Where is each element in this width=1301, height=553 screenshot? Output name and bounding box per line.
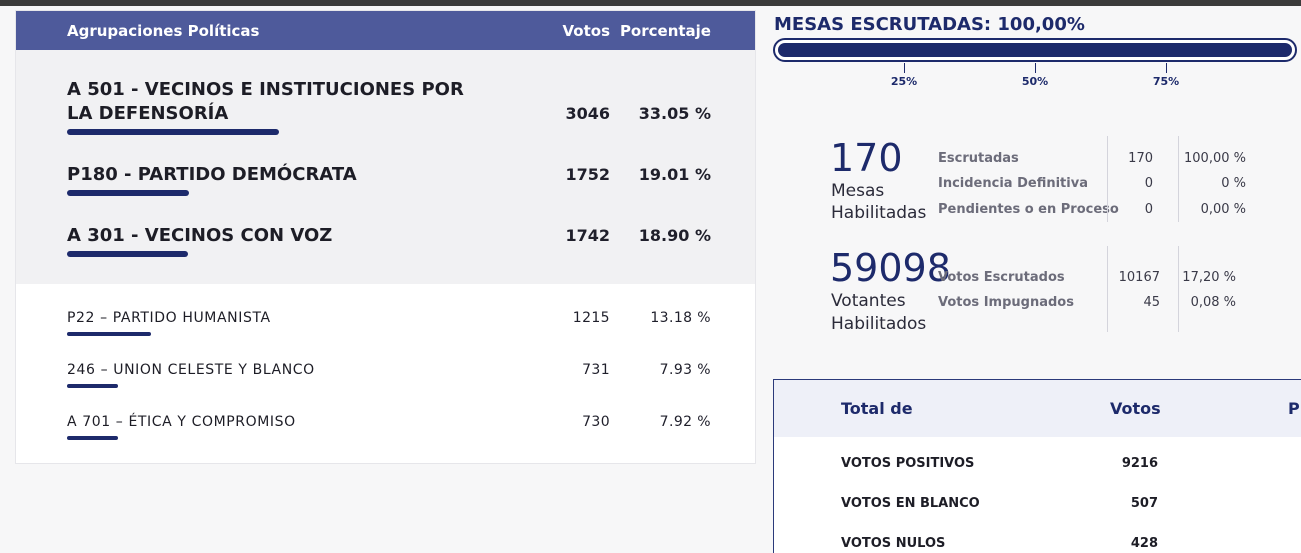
stat-value: 10167: [1118, 270, 1160, 285]
stat-value: 0: [1144, 202, 1153, 217]
party-share-bar: [67, 251, 188, 257]
party-name: A 701 – ÉTICA Y COMPROMISO: [67, 414, 296, 430]
totals-table: Total de Votos P VOTOS POSITIVOS 9216 VO…: [773, 379, 1301, 553]
mesas-caption: Habilitadas: [831, 203, 927, 223]
stat-percent: 0,00 %: [1200, 202, 1246, 217]
header-percent: Porcentaje: [619, 22, 711, 40]
totals-row-votes: 428: [1130, 536, 1158, 551]
stat-percent: 0 %: [1221, 176, 1246, 191]
stat-label: Votos Escrutados: [938, 270, 1065, 285]
party-votes: 730: [582, 414, 610, 430]
stat-label: Incidencia Definitiva: [938, 176, 1088, 191]
party-name: P180 - PARTIDO DEMÓCRATA: [67, 164, 357, 185]
totals-row-name: VOTOS EN BLANCO: [841, 496, 980, 511]
header-votes: Votos: [562, 22, 611, 40]
party-percent: 7.92 %: [659, 414, 711, 430]
party-percent: 33.05 %: [638, 104, 711, 123]
stat-value: 0: [1144, 176, 1153, 191]
divider: [1178, 246, 1179, 332]
party-percent: 7.93 %: [659, 362, 711, 378]
progress-tick-label: 50%: [1021, 75, 1049, 88]
party-share-bar: [67, 129, 279, 135]
party-name: P22 – PARTIDO HUMANISTA: [67, 310, 271, 326]
totals-header-total: Total de: [841, 399, 913, 418]
results-header: Agrupaciones Políticas Votos Porcentaje: [16, 11, 755, 50]
totals-row-name: VOTOS NULOS: [841, 536, 946, 551]
votantes-caption: Votantes: [831, 291, 906, 311]
mesas-progress-bar: [773, 38, 1297, 62]
party-share-bar: [67, 384, 118, 388]
totals-header: Total de Votos P: [774, 380, 1301, 437]
header-party: Agrupaciones Políticas: [67, 22, 260, 40]
stat-value: 170: [1128, 151, 1153, 166]
progress-tick-label: 25%: [890, 75, 918, 88]
totals-header-percent: P: [1288, 399, 1300, 418]
mesas-escrutadas-title: MESAS ESCRUTADAS: 100,00%: [774, 14, 1085, 35]
top-bar: [0, 0, 1301, 6]
party-share-bar: [67, 190, 189, 196]
party-share-bar: [67, 332, 151, 336]
totals-header-votes: Votos: [1110, 399, 1161, 418]
party-name: A 501 - VECINOS E INSTITUCIONES POR LA D…: [67, 79, 464, 124]
results-panel: Agrupaciones Políticas Votos Porcentaje …: [16, 11, 755, 463]
mesas-progress-fill: [778, 43, 1292, 57]
party-votes: 1752: [565, 165, 610, 184]
votantes-habilitados-number: 59098: [830, 246, 951, 290]
stat-percent: 17,20 %: [1182, 270, 1236, 285]
progress-tick: 75%: [1146, 63, 1186, 88]
stat-percent: 100,00 %: [1184, 151, 1246, 166]
totals-row-votes: 9216: [1121, 456, 1158, 471]
divider: [1107, 246, 1108, 332]
stat-label: Escrutadas: [938, 151, 1019, 166]
votantes-caption: Habilitados: [831, 314, 927, 334]
stat-label: Pendientes o en Proceso: [938, 202, 1119, 217]
party-name: A 301 - VECINOS CON VOZ: [67, 225, 333, 246]
stat-label: Votos Impugnados: [938, 295, 1074, 310]
mesas-caption: Mesas: [831, 181, 885, 201]
mesas-habilitadas-number: 170: [830, 136, 903, 180]
party-percent: 19.01 %: [638, 165, 711, 184]
divider: [1178, 136, 1179, 222]
party-percent: 18.90 %: [638, 226, 711, 245]
stat-value: 45: [1143, 295, 1160, 310]
party-share-bar: [67, 436, 118, 440]
totals-row-votes: 507: [1130, 496, 1158, 511]
totals-row-name: VOTOS POSITIVOS: [841, 456, 975, 471]
progress-tick: 50%: [1015, 63, 1055, 88]
party-votes: 1215: [572, 310, 610, 326]
party-votes: 1742: [565, 226, 610, 245]
party-votes: 3046: [565, 104, 610, 123]
party-percent: 13.18 %: [650, 310, 711, 326]
progress-tick-label: 75%: [1152, 75, 1180, 88]
party-votes: 731: [582, 362, 610, 378]
progress-tick: 25%: [884, 63, 924, 88]
divider: [1107, 136, 1108, 222]
stat-percent: 0,08 %: [1190, 295, 1236, 310]
top-parties-block: [16, 50, 755, 284]
party-name: 246 – UNION CELESTE Y BLANCO: [67, 362, 315, 378]
